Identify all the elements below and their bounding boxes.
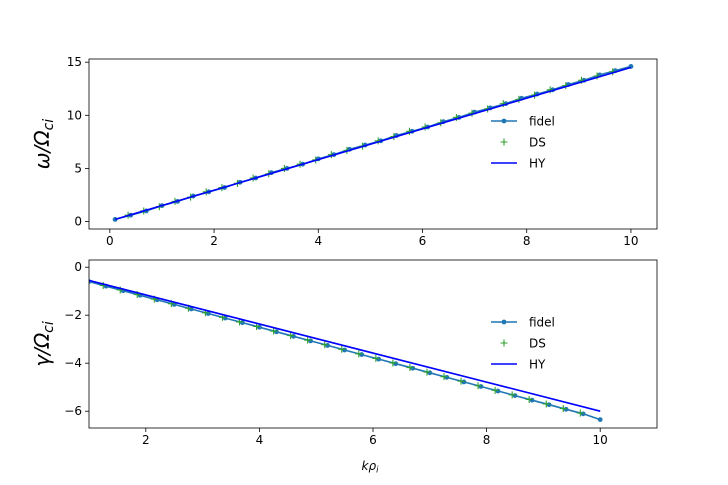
legend: fidel DS HY bbox=[491, 316, 555, 372]
series-ds-point bbox=[440, 373, 448, 381]
legend-fidel-marker bbox=[501, 118, 507, 124]
series-ds-point bbox=[321, 341, 329, 349]
legend-hy-label: HY bbox=[529, 358, 546, 372]
series-fidel-point bbox=[478, 384, 484, 389]
series-fidel-point bbox=[291, 333, 296, 339]
series-ds-point bbox=[423, 368, 431, 376]
x-tick-label: 4 bbox=[314, 234, 322, 248]
y-tick-label: 10 bbox=[67, 108, 82, 122]
legend-ds-marker bbox=[500, 138, 508, 146]
legend-fidel-marker bbox=[501, 319, 507, 325]
series-fidel-point bbox=[461, 379, 467, 385]
axes-frame bbox=[88, 259, 658, 429]
series-fidel-point bbox=[495, 388, 501, 394]
legend-ds-label: DS bbox=[529, 337, 546, 351]
plot-area bbox=[89, 279, 603, 422]
x-tick-label: 10 bbox=[623, 234, 638, 248]
series-ds-point bbox=[576, 409, 584, 417]
plot-area bbox=[112, 64, 634, 222]
subplot-2: 2 4 6 8 10 0 −2 −4 −6 γ/Ωci kρi fidel DS HY bbox=[30, 259, 658, 475]
series-fidel-point bbox=[427, 370, 433, 376]
series-fidel-point bbox=[257, 324, 262, 330]
series-ds-point bbox=[372, 354, 380, 362]
series-hy-line bbox=[89, 279, 601, 412]
series-fidel-point bbox=[546, 402, 552, 408]
series-ds-point bbox=[491, 386, 499, 394]
series-ds-point bbox=[406, 364, 414, 372]
series-fidel-point bbox=[580, 411, 586, 417]
series-ds-point bbox=[270, 327, 278, 335]
series-ds-point bbox=[253, 322, 261, 330]
axes-frame bbox=[88, 58, 658, 230]
series-ds-point bbox=[355, 350, 363, 358]
series-fidel-point bbox=[393, 361, 399, 367]
legend-hy-label: HY bbox=[529, 157, 546, 171]
series-ds-point bbox=[559, 405, 567, 413]
series-ds-point bbox=[389, 359, 397, 367]
x-tick-label: 0 bbox=[106, 234, 114, 248]
x-axis-label: kρi bbox=[362, 459, 380, 475]
series-fidel-point bbox=[359, 352, 365, 357]
series-fidel-point bbox=[529, 397, 535, 403]
series-fidel-point bbox=[342, 347, 347, 353]
series-ds-point bbox=[508, 391, 516, 399]
legend-fidel-label: fidel bbox=[529, 316, 555, 330]
x-tick-label: 8 bbox=[483, 433, 491, 447]
series-fidel-point bbox=[410, 365, 416, 371]
series-fidel-point bbox=[597, 417, 603, 422]
subplot-1: 0 2 4 6 8 10 0 5 10 15 ω/Ωci fidel DS HY bbox=[30, 55, 658, 248]
series-fidel-point bbox=[308, 338, 313, 344]
series-fidel-point bbox=[325, 343, 330, 348]
series-ds-point bbox=[287, 332, 295, 340]
series-fidel-point bbox=[376, 356, 382, 362]
series-hy-line bbox=[114, 66, 632, 221]
y-tick-label: 5 bbox=[74, 161, 82, 175]
series-ds-point bbox=[457, 377, 465, 385]
legend-ds-label: DS bbox=[529, 136, 546, 150]
x-tick-label: 6 bbox=[419, 234, 427, 248]
y-axis-label: ω/Ωci bbox=[30, 119, 58, 169]
series-fidel-point bbox=[512, 393, 518, 398]
legend: fidel DS HY bbox=[491, 115, 555, 171]
series-fidel-point bbox=[239, 320, 245, 326]
x-tick-label: 2 bbox=[210, 234, 218, 248]
series-fidel-point bbox=[274, 329, 279, 335]
y-tick-label: −2 bbox=[64, 308, 82, 322]
series-fidel-point bbox=[444, 374, 450, 380]
y-tick-label: 0 bbox=[74, 260, 82, 274]
y-tick-label: 15 bbox=[67, 55, 82, 69]
x-tick-label: 10 bbox=[593, 433, 608, 447]
y-axis-label: γ/Ωci bbox=[30, 321, 58, 367]
x-tick-label: 8 bbox=[523, 234, 531, 248]
x-tick-label: 4 bbox=[256, 433, 264, 447]
series-ds-point bbox=[474, 382, 482, 390]
y-tick-label: −6 bbox=[64, 404, 82, 418]
x-tick-label: 2 bbox=[142, 433, 150, 447]
series-ds-point bbox=[542, 400, 550, 408]
series-fidel-point bbox=[563, 406, 569, 412]
y-tick-label: −4 bbox=[64, 356, 82, 370]
x-tick-label: 6 bbox=[369, 433, 377, 447]
legend-fidel-label: fidel bbox=[529, 115, 555, 129]
series-ds-point bbox=[304, 336, 312, 344]
series-ds-point bbox=[338, 345, 346, 353]
series-ds-point bbox=[525, 395, 533, 403]
y-tick-label: 0 bbox=[74, 215, 82, 229]
legend-ds-marker bbox=[500, 339, 508, 347]
